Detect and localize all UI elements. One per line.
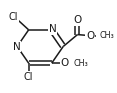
Text: Cl: Cl	[9, 12, 18, 22]
Text: Cl: Cl	[24, 72, 33, 82]
Text: N: N	[49, 24, 57, 34]
Text: O: O	[60, 58, 69, 68]
Text: CH₃: CH₃	[74, 59, 89, 68]
Text: O: O	[86, 31, 95, 41]
Text: CH₃: CH₃	[100, 31, 114, 40]
Text: O: O	[73, 15, 82, 25]
Text: N: N	[13, 41, 20, 52]
